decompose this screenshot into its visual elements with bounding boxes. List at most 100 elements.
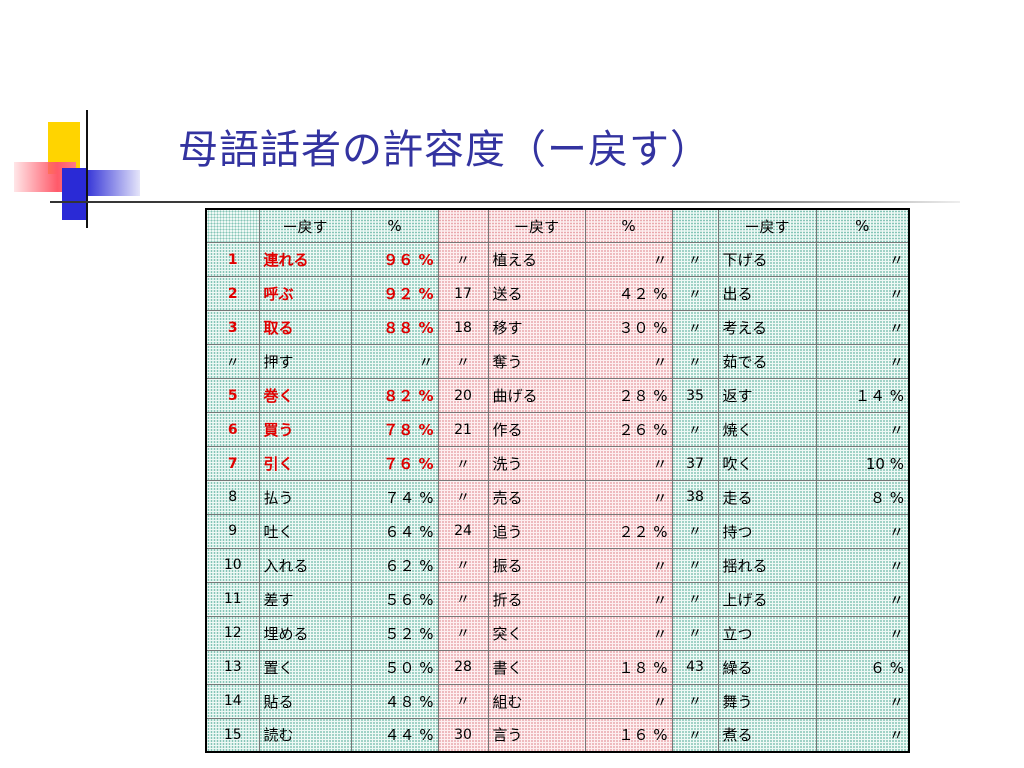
percent-cell: 〃 [584, 480, 673, 515]
percent-cell: ８２ % [350, 378, 439, 414]
percent-cell: 〃 [815, 344, 910, 380]
percent-cell: 〃 [815, 513, 910, 549]
verb-cell: 追う [487, 513, 586, 549]
table-row: 7 引く ７６ % 〃洗う〃 37 吹く 10 % [205, 446, 910, 481]
table-row: 10 入れる ６２ % 〃振る〃〃揺れる〃 [205, 547, 910, 583]
percent-cell: 〃 [815, 717, 910, 753]
percent-cell: 10 % [815, 446, 910, 481]
verb-cell: 貼る [258, 683, 352, 719]
verb-cell: 送る [487, 276, 586, 312]
header-num-cell [671, 208, 719, 244]
rank-cell: 9 [205, 513, 260, 549]
rank-cell: 〃 [437, 344, 489, 380]
percent-cell: ８８ % [350, 310, 439, 346]
verb-cell: 立つ [717, 615, 817, 651]
title-underline [50, 201, 960, 203]
header-percent-cell: % [584, 208, 673, 244]
rank-cell: 〃 [671, 344, 719, 380]
rank-cell: 〃 [205, 344, 260, 380]
percent-cell: ５０ % [350, 649, 439, 685]
table-row: 12 埋める ５２ % 〃突く〃〃立つ〃 [205, 615, 910, 651]
table-row: 5 巻く ８２ % 20 曲げる ２８ % 35 返す １４ % [205, 378, 910, 414]
logo-vertical-line [86, 110, 88, 228]
rank-cell: 〃 [437, 683, 489, 719]
rank-cell: 〃 [671, 276, 719, 312]
percent-cell: 〃 [815, 547, 910, 583]
verb-cell: 洗う [487, 446, 586, 481]
verb-cell: 押す [258, 344, 352, 380]
rank-cell: 24 [437, 513, 489, 549]
percent-cell: ６ % [815, 649, 910, 685]
verb-cell: 折る [487, 581, 586, 617]
rank-cell: 〃 [671, 310, 719, 346]
rank-cell: 7 [205, 446, 260, 481]
percent-cell: 〃 [815, 412, 910, 448]
percent-cell: １４ % [815, 378, 910, 414]
verb-cell: 組む [487, 683, 586, 719]
rank-cell: 〃 [671, 683, 719, 719]
table-row: 13 置く ５０ % 28 書く １８ % 43 繰る ６ % [205, 649, 910, 685]
percent-cell: 〃 [584, 581, 673, 617]
header-verb-cell: ー戻す [487, 208, 586, 244]
rank-cell: 〃 [671, 412, 719, 448]
percent-cell: 〃 [584, 615, 673, 651]
percent-cell: 〃 [815, 242, 910, 278]
verb-cell: 読む [258, 717, 352, 753]
verb-cell: 出る [717, 276, 817, 312]
rank-cell: 15 [205, 717, 260, 753]
verb-cell: 曲げる [487, 378, 586, 414]
percent-cell: ５２ % [350, 615, 439, 651]
table-row: 〃押す〃〃奪う〃〃茹でる〃 [205, 344, 910, 380]
header-verb-cell: ー戻す [717, 208, 817, 244]
rank-cell: 5 [205, 378, 260, 414]
percent-cell: ４４ % [350, 717, 439, 753]
rank-cell: 30 [437, 717, 489, 753]
verb-cell: 走る [717, 480, 817, 515]
percent-cell: ４８ % [350, 683, 439, 719]
slide-title: 母語話者の許容度（ー戻す） [178, 127, 711, 173]
percent-cell: ９６ % [350, 242, 439, 278]
table-row: 9 吐く ６４ % 24 追う ２２ % 〃持つ〃 [205, 513, 910, 549]
rank-cell: 3 [205, 310, 260, 346]
logo-blue-square [62, 168, 88, 220]
verb-cell: 言う [487, 717, 586, 753]
rank-cell: 〃 [437, 480, 489, 515]
verb-cell: 売る [487, 480, 586, 515]
percent-cell: 〃 [815, 310, 910, 346]
rank-cell: 28 [437, 649, 489, 685]
verb-cell: 下げる [717, 242, 817, 278]
rank-cell: 18 [437, 310, 489, 346]
rank-cell: 20 [437, 378, 489, 414]
percent-cell: ６４ % [350, 513, 439, 549]
table-row: 8 払う ７４ % 〃売る〃 38 走る ８ % [205, 480, 910, 515]
percent-cell: ５６ % [350, 581, 439, 617]
percent-cell: 〃 [815, 683, 910, 719]
header-verb-cell: ー戻す [258, 208, 352, 244]
verb-cell: 連れる [258, 242, 352, 278]
rank-cell: 38 [671, 480, 719, 515]
rank-cell: 35 [671, 378, 719, 414]
rank-cell: 21 [437, 412, 489, 448]
verb-cell: 舞う [717, 683, 817, 719]
header-percent-cell: % [350, 208, 439, 244]
table-body: ー戻す % ー戻す % ー戻す % 1 連れる ９６ % 〃植える〃〃下げる〃 2 呼ぶ ９… [205, 208, 910, 753]
verb-cell: 埋める [258, 615, 352, 651]
verb-cell: 突く [487, 615, 586, 651]
rank-cell: 〃 [671, 513, 719, 549]
rank-cell: 〃 [437, 242, 489, 278]
rank-cell: 8 [205, 480, 260, 515]
rank-cell: 43 [671, 649, 719, 685]
verb-cell: 植える [487, 242, 586, 278]
verb-cell: 持つ [717, 513, 817, 549]
verb-cell: 引く [258, 446, 352, 481]
verb-cell: 考える [717, 310, 817, 346]
percent-cell: 〃 [584, 683, 673, 719]
verb-cell: 作る [487, 412, 586, 448]
rank-cell: 〃 [437, 615, 489, 651]
header-row: ー戻す % ー戻す % ー戻す % [205, 208, 910, 244]
table-row: 2 呼ぶ ９２ % 17 送る ４２ % 〃出る〃 [205, 276, 910, 312]
rank-cell: 11 [205, 581, 260, 617]
percent-cell: 〃 [584, 446, 673, 481]
rank-cell: 〃 [437, 547, 489, 583]
rank-cell: 6 [205, 412, 260, 448]
